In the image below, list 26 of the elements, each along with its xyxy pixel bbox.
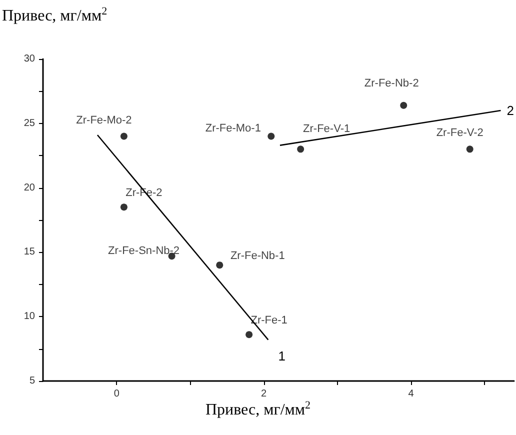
- data-label: Zr-Fe-Sn-Nb-2: [108, 245, 180, 258]
- data-label: Zr-Fe-V-2: [436, 127, 484, 140]
- x-tick-label: 2: [261, 388, 267, 400]
- x-tick-label: 4: [408, 388, 414, 400]
- series-label: 1: [278, 348, 286, 364]
- y-tick-label: 15: [24, 246, 36, 258]
- point: [216, 262, 224, 269]
- y-tick-label: 30: [24, 54, 36, 64]
- point: [297, 146, 304, 153]
- data-label: Zr-Fe-Mo-2: [76, 114, 132, 126]
- point: [120, 204, 128, 211]
- x-tick-label: 0: [114, 388, 120, 400]
- y-tick-label: 25: [24, 118, 36, 129]
- y-tick-label: 20: [24, 182, 36, 194]
- point: [268, 132, 275, 140]
- point: [466, 146, 474, 153]
- point: [120, 132, 128, 140]
- y-tick-label: 10: [24, 311, 36, 322]
- series-label: 2: [506, 103, 514, 118]
- point: [400, 102, 408, 109]
- point: [246, 331, 253, 338]
- data-label: Zr-Fe-V-1: [303, 123, 350, 136]
- data-label: Zr-Fe-Nb-2: [364, 77, 419, 90]
- data-label: Zr-Fe-Nb-1: [230, 250, 285, 262]
- y-tick-label: 5: [29, 376, 36, 386]
- data-label: Zr-Fe-Mo-1: [205, 122, 261, 134]
